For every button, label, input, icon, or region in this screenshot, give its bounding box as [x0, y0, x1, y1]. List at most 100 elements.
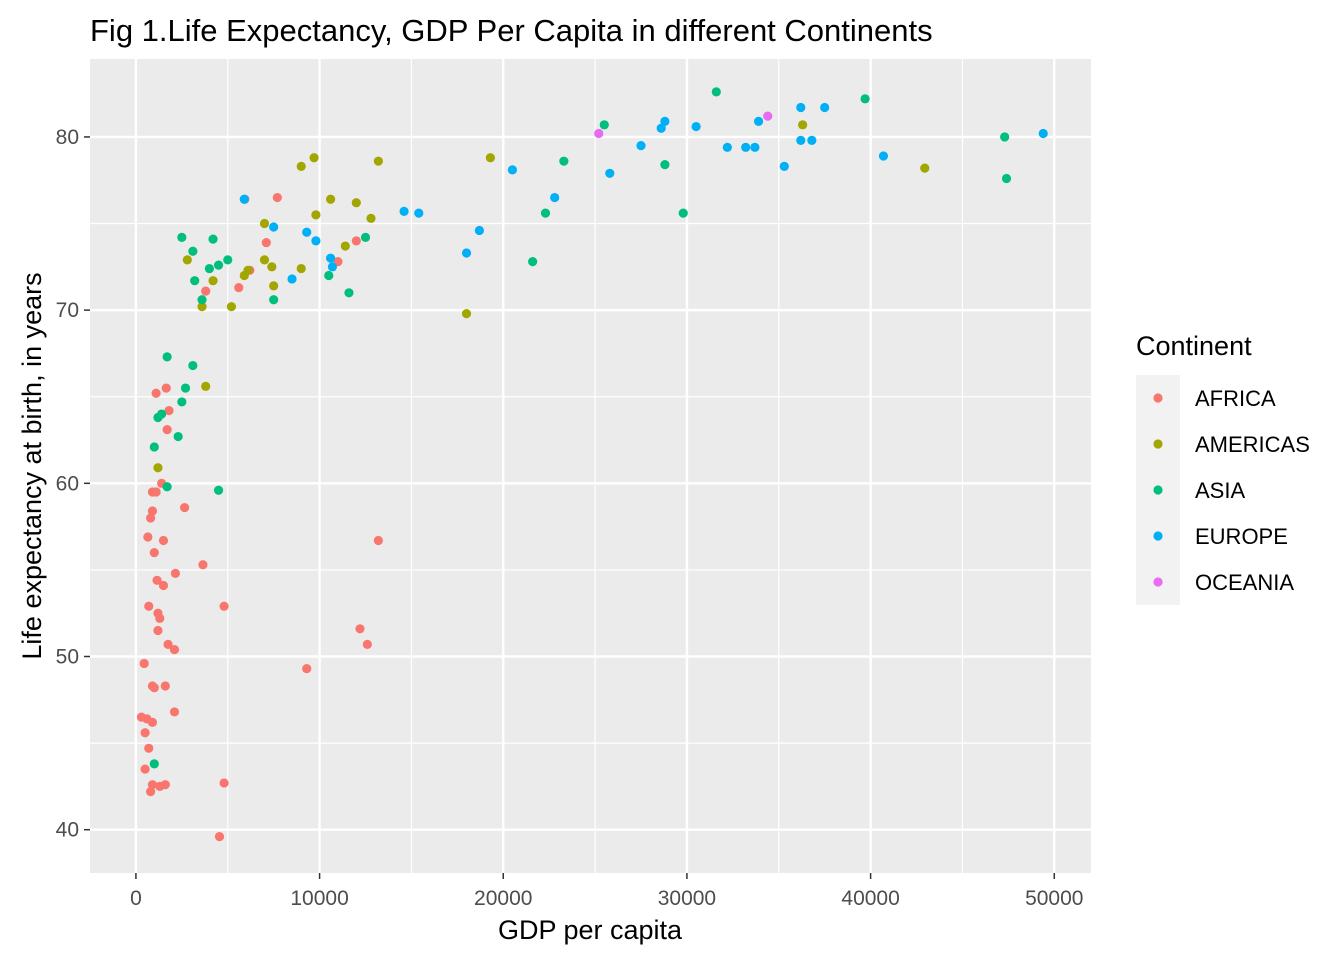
data-point-asia — [678, 208, 688, 218]
data-point-europe — [474, 225, 484, 236]
data-point-americas — [201, 381, 211, 391]
data-point-africa — [373, 535, 383, 546]
data-point-africa — [146, 787, 156, 797]
data-point-africa — [219, 778, 229, 788]
data-point-africa — [162, 425, 172, 435]
data-point-asia — [188, 246, 198, 256]
data-point-americas — [296, 161, 306, 171]
data-point-africa — [149, 683, 159, 693]
legend-marker-africa — [1153, 393, 1163, 403]
data-point-asia — [860, 94, 870, 104]
data-point-asia — [344, 288, 354, 298]
data-point-africa — [139, 658, 149, 669]
data-point-europe — [750, 142, 760, 152]
data-point-africa — [160, 780, 170, 790]
data-point-americas — [309, 153, 319, 163]
data-point-americas — [461, 308, 472, 319]
grid-minor — [90, 59, 1091, 873]
legend-marker-oceania — [1153, 577, 1163, 587]
legend-label-oceania: OCEANIA — [1195, 570, 1294, 595]
data-point-americas — [326, 194, 336, 204]
data-point-europe — [605, 168, 615, 178]
data-point-europe — [399, 206, 409, 217]
data-point-europe — [691, 121, 701, 132]
data-point-americas — [226, 302, 237, 312]
plot-panel — [90, 59, 1091, 873]
data-point-africa — [158, 580, 169, 591]
data-point-africa — [151, 487, 161, 497]
data-point-africa — [155, 613, 165, 624]
data-point-africa — [201, 286, 211, 296]
data-point-africa — [163, 639, 173, 649]
data-point-americas — [259, 218, 270, 229]
data-point-americas — [182, 255, 192, 265]
data-point-asia — [157, 409, 167, 419]
data-point-africa — [164, 405, 174, 416]
grid-major — [90, 59, 1091, 873]
data-point-asia — [559, 156, 569, 166]
y-tick-label: 80 — [56, 126, 79, 149]
x-tick-label: 30000 — [658, 887, 716, 910]
legend-marker-americas — [1153, 439, 1163, 449]
y-tick-label: 60 — [56, 472, 79, 495]
data-point-africa — [144, 601, 154, 611]
data-point-asia — [177, 232, 187, 242]
data-point-africa — [272, 192, 282, 203]
legend-label-asia: ASIA — [1195, 478, 1245, 503]
data-point-africa — [169, 644, 180, 655]
x-axis-ticks: 0 10000 20000 30000 40000 50000 — [130, 873, 1083, 910]
data-points — [136, 87, 1048, 842]
data-point-africa — [214, 832, 225, 842]
data-point-africa — [198, 560, 208, 570]
data-point-europe — [656, 123, 666, 133]
data-point-asia — [177, 397, 187, 407]
data-point-europe — [820, 102, 830, 113]
data-point-africa — [143, 532, 153, 542]
data-point-europe — [779, 161, 789, 171]
chart-title: Fig 1.Life Expectancy, GDP Per Capita in… — [90, 13, 933, 48]
data-point-asia — [360, 232, 371, 242]
legend-title: Continent — [1136, 331, 1252, 361]
data-point-africa — [160, 681, 170, 691]
x-tick-label: 20000 — [474, 887, 532, 910]
data-point-americas — [267, 262, 277, 272]
data-point-asia — [660, 160, 670, 170]
data-point-europe — [660, 116, 670, 126]
data-point-asia — [324, 270, 334, 281]
data-point-asia — [190, 276, 200, 286]
data-point-asia — [197, 295, 207, 305]
legend-marker-europe — [1153, 531, 1163, 541]
data-point-europe — [1038, 128, 1048, 139]
legend-label-europe: EUROPE — [1195, 524, 1288, 549]
data-point-asia — [188, 360, 198, 371]
data-point-africa — [140, 728, 150, 738]
data-point-asia — [213, 485, 224, 495]
data-point-asia — [149, 442, 159, 452]
data-point-africa — [179, 502, 190, 513]
data-point-asia — [269, 295, 279, 305]
y-tick-label: 70 — [56, 299, 79, 322]
data-point-europe — [878, 151, 889, 161]
data-point-europe — [807, 135, 817, 145]
data-point-asia — [599, 120, 609, 130]
data-point-africa — [158, 535, 169, 546]
data-point-europe — [326, 253, 336, 263]
data-point-europe — [753, 116, 764, 126]
data-point-americas — [920, 163, 930, 173]
data-point-americas — [269, 281, 279, 291]
data-point-asia — [1000, 132, 1010, 142]
data-point-africa — [261, 237, 271, 248]
data-point-europe — [269, 222, 279, 232]
legend: Continent AFRICA AMERICAS ASIA EUROPE OCEANI… — [1136, 331, 1310, 605]
data-point-europe — [550, 192, 560, 203]
data-point-africa — [362, 639, 372, 649]
data-point-oceania — [763, 111, 773, 121]
data-point-asia — [162, 352, 172, 362]
data-point-africa — [351, 236, 361, 246]
legend-marker-asia — [1153, 485, 1163, 495]
data-point-americas — [208, 276, 218, 286]
data-point-asia — [1001, 173, 1012, 184]
data-point-africa — [170, 568, 181, 578]
legend-items: AFRICA AMERICAS ASIA EUROPE OCEANIA — [1136, 375, 1310, 605]
